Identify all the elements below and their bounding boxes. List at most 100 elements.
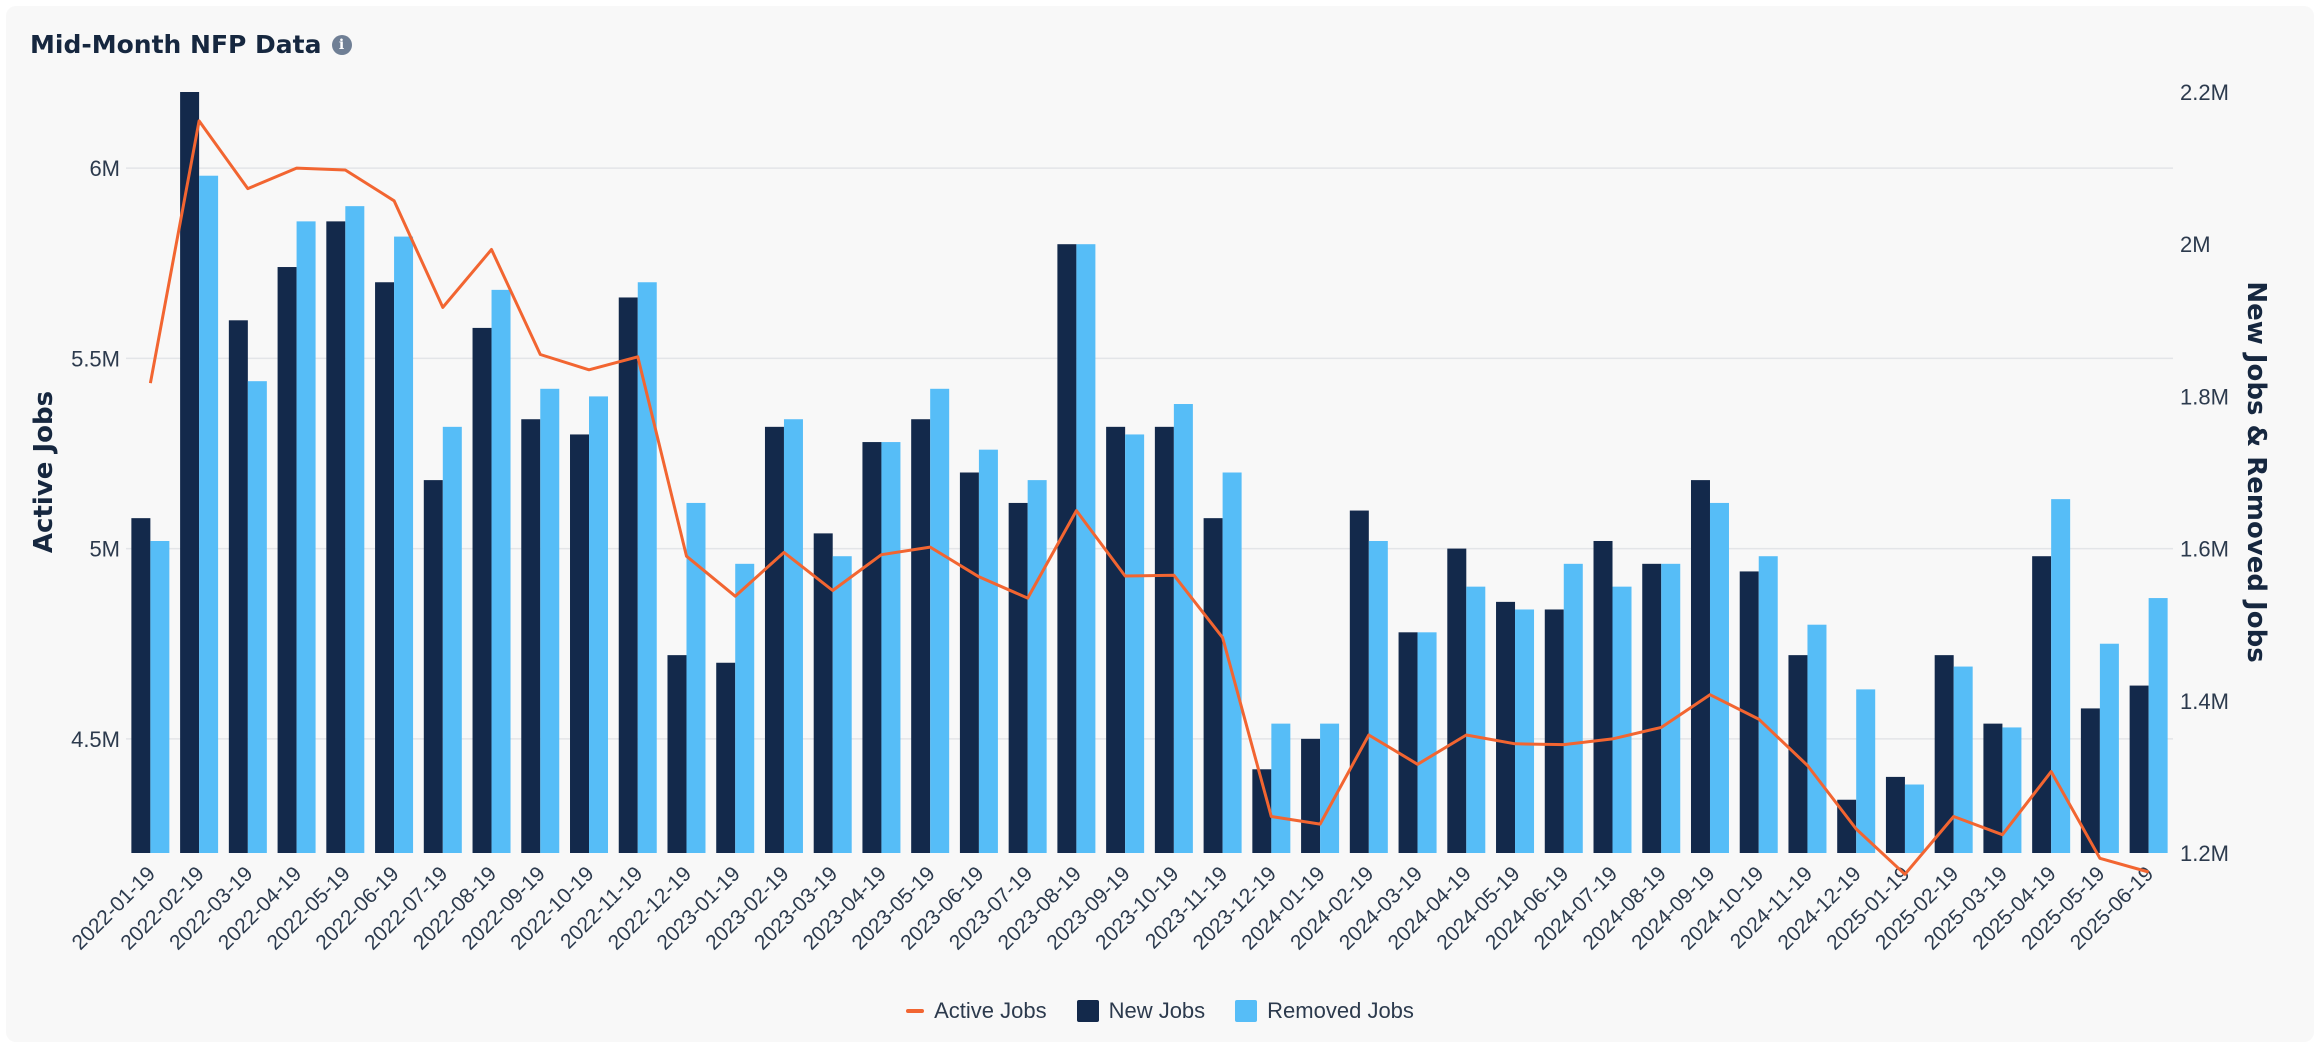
bar-new-jobs: [277, 267, 297, 853]
legend-swatch-removed-jobs: [1235, 1000, 1258, 1022]
bar-new-jobs: [618, 297, 638, 854]
bar-removed-jobs: [345, 206, 365, 853]
bar-removed-jobs: [832, 556, 852, 853]
bar-removed-jobs: [2148, 598, 2168, 853]
left-axis-tick-label: 4.5M: [71, 727, 120, 752]
bar-removed-jobs: [637, 282, 657, 853]
bar-new-jobs: [813, 533, 833, 853]
legend-swatch-new-jobs: [1076, 1000, 1099, 1022]
line-active-jobs: [148, 119, 2150, 876]
bar-removed-jobs: [783, 419, 803, 853]
bar-removed-jobs: [1125, 434, 1145, 853]
bar-removed-jobs: [247, 381, 267, 853]
bar-removed-jobs: [199, 175, 219, 853]
bar-new-jobs: [716, 662, 736, 853]
bar-removed-jobs: [442, 426, 462, 853]
bar-new-jobs: [1885, 776, 1905, 853]
bar-removed-jobs: [2051, 499, 2071, 853]
legend-item-removed-jobs[interactable]: Removed Jobs: [1235, 998, 1414, 1024]
bar-new-jobs: [570, 434, 590, 853]
bar-new-jobs: [521, 419, 541, 853]
bar-removed-jobs: [686, 502, 706, 853]
left-axis-tick-label: 5.5M: [71, 346, 120, 371]
bar-new-jobs: [1252, 769, 1272, 853]
bar-removed-jobs: [1612, 586, 1632, 853]
left-axis-tick-label: 6M: [89, 156, 120, 181]
right-axis-tick-label: 1.8M: [2180, 384, 2229, 409]
bar-new-jobs: [1544, 609, 1564, 853]
bar-removed-jobs: [540, 388, 560, 853]
bar-removed-jobs: [491, 289, 511, 853]
bar-removed-jobs: [1173, 404, 1193, 853]
bar-new-jobs: [1106, 426, 1126, 853]
bar-new-jobs: [1642, 563, 1662, 853]
info-icon[interactable]: i: [331, 34, 352, 55]
bar-removed-jobs: [1709, 502, 1729, 853]
right-axis-tick-label: 2M: [2180, 232, 2211, 257]
bar-removed-jobs: [296, 221, 316, 853]
bar-removed-jobs: [1417, 632, 1437, 853]
bar-new-jobs: [180, 92, 200, 853]
right-axis-title: New Jobs & Removed Jobs: [2241, 281, 2271, 662]
bar-removed-jobs: [150, 540, 170, 853]
bar-new-jobs: [1349, 510, 1369, 853]
bar-removed-jobs: [1271, 723, 1291, 853]
bar-removed-jobs: [1904, 784, 1924, 853]
legend-item-new-jobs[interactable]: New Jobs: [1076, 998, 1206, 1024]
bar-new-jobs: [1934, 655, 1954, 853]
bar-removed-jobs: [1807, 624, 1827, 853]
bar-new-jobs: [2032, 556, 2052, 853]
left-axis-title: Active Jobs: [29, 391, 59, 553]
bar-new-jobs: [2129, 685, 2149, 853]
bar-new-jobs: [1690, 480, 1710, 853]
chart-legend: Active Jobs New Jobs Removed Jobs: [0, 998, 2320, 1024]
bar-new-jobs: [1154, 426, 1174, 853]
bar-new-jobs: [472, 327, 492, 853]
right-axis-tick-label: 1.6M: [2180, 537, 2229, 562]
bar-new-jobs: [1203, 518, 1223, 853]
bar-new-jobs: [911, 419, 931, 853]
bar-removed-jobs: [1076, 244, 1096, 853]
legend-item-active-jobs[interactable]: Active Jobs: [906, 998, 1047, 1024]
bar-new-jobs: [1983, 723, 2003, 853]
bar-removed-jobs: [1320, 723, 1340, 853]
bar-new-jobs: [228, 320, 248, 853]
bar-new-jobs: [862, 442, 882, 853]
bar-new-jobs: [1739, 571, 1759, 853]
right-axis-tick-label: 1.2M: [2180, 841, 2229, 866]
bar-new-jobs: [1593, 540, 1613, 853]
bar-removed-jobs: [2002, 727, 2022, 853]
bar-new-jobs: [131, 518, 151, 853]
bar-new-jobs: [667, 655, 687, 853]
bar-new-jobs: [1788, 655, 1808, 853]
right-axis-tick-label: 1.4M: [2180, 689, 2229, 714]
bar-new-jobs: [1301, 738, 1321, 853]
bar-new-jobs: [1008, 502, 1028, 853]
bar-removed-jobs: [1953, 666, 1973, 853]
legend-label-active-jobs: Active Jobs: [934, 998, 1047, 1023]
chart-title: Mid-Month NFP Data: [30, 30, 322, 59]
bar-new-jobs: [326, 221, 346, 853]
bar-removed-jobs: [1027, 480, 1047, 853]
bar-removed-jobs: [1661, 563, 1681, 853]
bar-new-jobs: [2080, 708, 2100, 853]
bar-removed-jobs: [394, 236, 414, 854]
chart-header: Mid-Month NFP Data i: [30, 30, 352, 59]
bar-removed-jobs: [1466, 586, 1486, 853]
bar-removed-jobs: [1563, 563, 1583, 853]
bar-new-jobs: [1398, 632, 1418, 853]
bar-removed-jobs: [589, 396, 609, 853]
legend-label-new-jobs: New Jobs: [1108, 998, 1206, 1023]
bar-removed-jobs: [881, 442, 901, 853]
bar-new-jobs: [375, 282, 395, 853]
bar-new-jobs: [764, 426, 784, 853]
bar-removed-jobs: [735, 563, 755, 853]
bar-removed-jobs: [2099, 643, 2119, 853]
bar-removed-jobs: [930, 388, 950, 853]
bar-new-jobs: [959, 472, 979, 853]
bar-removed-jobs: [1758, 556, 1778, 853]
bar-new-jobs: [423, 480, 443, 853]
legend-label-removed-jobs: Removed Jobs: [1267, 998, 1414, 1023]
right-axis-tick-label: 2.2M: [2180, 80, 2229, 105]
